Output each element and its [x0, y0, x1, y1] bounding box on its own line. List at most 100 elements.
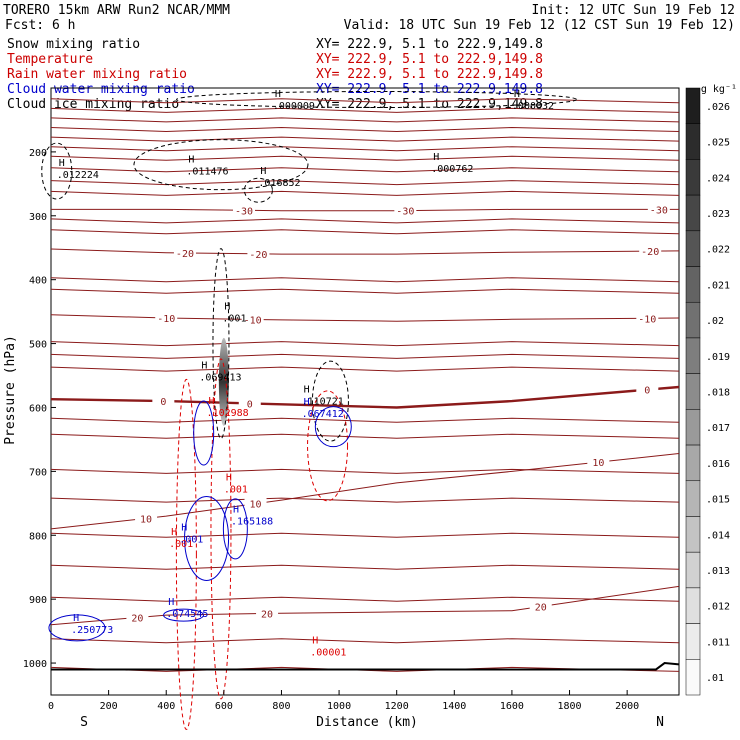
isotherm-label-bg — [173, 247, 196, 260]
colorbar-cell — [685, 409, 701, 446]
colorbar-label: .023 — [706, 209, 730, 220]
cloud-water-contour — [193, 400, 215, 466]
theta-contour — [50, 638, 680, 644]
colorbar-label: .015 — [706, 495, 730, 506]
colorbar-label: .021 — [706, 280, 730, 291]
max-value: .011476 — [186, 166, 228, 177]
rain-contour — [210, 358, 232, 700]
theta-contour — [50, 146, 680, 152]
init-time: Init: 12 UTC Sun 19 Feb 12 — [532, 3, 736, 18]
colorbar-cell — [685, 516, 701, 553]
theta-contour — [50, 126, 680, 133]
isotherm-label-bg — [244, 497, 267, 510]
theta-contour — [50, 341, 680, 347]
cloud-water-contour — [163, 608, 205, 622]
y-tick-label: 1000 — [23, 659, 47, 670]
colorbar-cell — [685, 587, 701, 624]
max-marker-h: H — [233, 504, 239, 515]
field-name: Cloud ice mixing ratio — [7, 97, 179, 112]
isotherm-label-bg — [587, 456, 610, 469]
colorbar-label: .022 — [706, 245, 730, 256]
field-xy: XY= 222.9, 5.1 to 222.9,149.8 — [316, 37, 543, 52]
cloud-water-contour — [314, 406, 352, 448]
x-tick-label: 0 — [48, 701, 54, 712]
x-tick-label: 1200 — [385, 701, 409, 712]
isotherm-label: 20 — [261, 609, 273, 620]
colorbar-cell — [685, 301, 701, 339]
isotherm-label-bg — [155, 312, 178, 325]
x-tick-label: 600 — [215, 701, 233, 712]
max-value: .074545 — [166, 609, 208, 620]
max-marker-h: H — [209, 396, 215, 407]
theta-contour — [50, 497, 680, 503]
south-label: S — [80, 715, 88, 730]
colorbar-cell — [685, 123, 701, 160]
theta-contour — [50, 366, 680, 372]
x-tick-label: 1400 — [442, 701, 466, 712]
max-marker-h: H — [73, 613, 79, 624]
fields-legend: Snow mixing ratio XY= 222.9, 5.1 to 222.9… — [7, 37, 543, 112]
isotherm-label: 10 — [592, 458, 604, 469]
max-value: .016852 — [258, 178, 300, 189]
max-value: .000009 — [273, 101, 315, 112]
isotherm-label: -10 — [638, 314, 656, 325]
isotherm-label: -20 — [249, 250, 267, 261]
max-marker-h: H — [188, 154, 194, 165]
y-tick-label: 300 — [29, 212, 47, 223]
snow-contour — [243, 177, 273, 203]
isotherm-label: -10 — [157, 314, 175, 325]
field-name: Cloud water mixing ratio — [7, 82, 195, 97]
max-value: .110721 — [302, 396, 344, 407]
max-value: .102988 — [207, 408, 249, 419]
isotherm-label: -20 — [641, 247, 659, 258]
x-tick-label: 800 — [272, 701, 290, 712]
isotherm-label: -10 — [244, 315, 262, 326]
theta-contour — [50, 155, 680, 161]
x-tick-label: 1600 — [500, 701, 524, 712]
theta-contour — [50, 180, 680, 186]
plot-frame — [50, 87, 680, 696]
y-tick-label: 400 — [29, 276, 47, 287]
snow-contour — [176, 91, 578, 109]
max-value: .001 — [222, 313, 246, 324]
colorbar-cell — [685, 194, 701, 232]
theta-contour — [50, 98, 680, 104]
field-name: Rain water mixing ratio — [7, 67, 187, 82]
theta-contour — [50, 288, 680, 294]
max-marker-h: H — [514, 89, 520, 100]
colorbar: .026 .025 .024 .023 .022 .021 .02 .019 .018 .017.… — [685, 87, 730, 696]
theta-contour — [50, 417, 680, 423]
max-value: .001 — [179, 534, 203, 545]
theta-contour — [50, 564, 680, 570]
field-xy: XY= 222.9, 5.1 to 222.9,149.8 — [316, 52, 543, 67]
isotherm-label-bg — [152, 395, 175, 408]
max-value: .250773 — [71, 625, 113, 636]
colorbar-label: .011 — [706, 637, 730, 648]
isotherm-label: 0 — [247, 399, 253, 410]
theta-contour — [50, 532, 680, 538]
x-tick-label: 1800 — [557, 701, 581, 712]
colorbar-cell — [685, 159, 701, 196]
cloud-water-contour — [222, 498, 248, 560]
max-marker-h: H — [275, 89, 281, 100]
ice-shading — [218, 337, 229, 426]
y-tick-label: 700 — [29, 467, 47, 478]
max-value: .000762 — [431, 164, 473, 175]
colorbar-cell — [685, 659, 701, 696]
rain-contour — [175, 378, 197, 730]
max-value: .069413 — [199, 373, 241, 384]
theta-contour — [50, 190, 680, 196]
isotherm--30 — [51, 208, 679, 212]
max-value: .067412 — [302, 409, 344, 420]
isotherm-label: 10 — [250, 500, 262, 511]
isotherm-label-bg — [256, 607, 279, 620]
isotherm-label: -30 — [396, 207, 414, 218]
isotherm-label-bg — [233, 204, 256, 217]
theta-contour — [50, 353, 680, 359]
colorbar-label: .02 — [706, 316, 724, 327]
snow-contour — [311, 360, 349, 442]
colorbar-cell — [685, 444, 701, 482]
max-marker-h: H — [304, 397, 310, 408]
colorbar-label: .014 — [706, 530, 730, 541]
isotherm-label: -20 — [176, 249, 194, 260]
